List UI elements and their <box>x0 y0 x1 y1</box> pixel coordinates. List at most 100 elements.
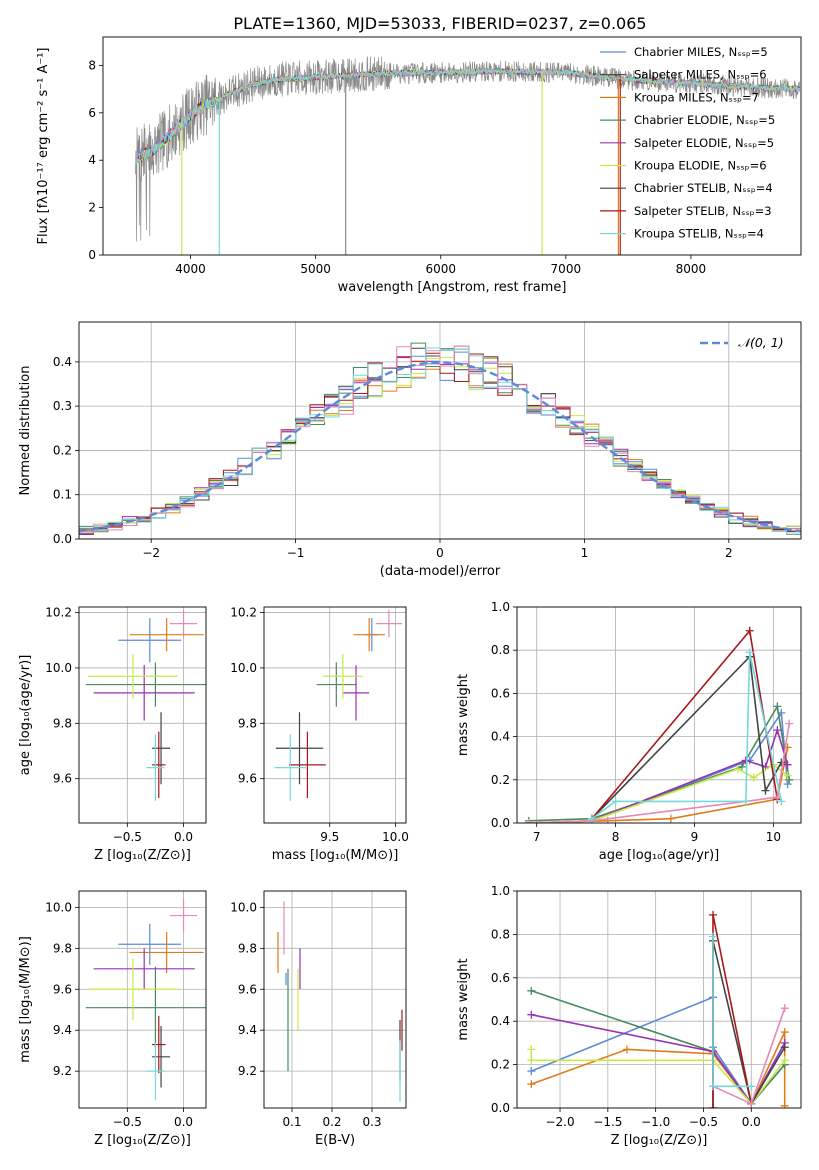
x-tick-label: −2.0 <box>545 1115 574 1129</box>
y-tick-label: 0.2 <box>491 1058 510 1072</box>
y-tick-label: 0.1 <box>53 488 72 502</box>
mass-weight-marker <box>785 775 794 784</box>
x-axis-label: Z [log₁₀(Z/Z⊙)] <box>611 1133 708 1148</box>
mass-weight-marker <box>527 1010 536 1019</box>
residuals-panel: −2 −1 0 1 2 0.0 0.1 0.2 0.3 0.4 (data-model)/error… <box>18 321 802 579</box>
axes-border <box>78 606 207 824</box>
mass-vs-reddening-panel: 0.1 0.2 0.3 9.2 9.4 9.6 9.8 10.0 E(B-V) <box>230 890 407 1148</box>
y-tick-label: 1.0 <box>491 884 510 898</box>
axes-frame: 9.5 10.0 9.6 9.8 10.0 10.2 mass [log₁₀(M/M⊙)] <box>230 606 409 863</box>
x-tick-label: 0.0 <box>174 830 193 844</box>
y-tick-label: 0.0 <box>491 816 510 830</box>
legend-entry: Kroupa ELODIE, Nₛₛₚ=6 <box>634 159 767 173</box>
model-spectrum-line <box>135 67 800 164</box>
y-tick-label: 8 <box>88 58 96 72</box>
plot-area <box>277 901 403 1102</box>
y-axis-label: Normed distribution <box>18 366 33 496</box>
plot-area <box>85 609 206 801</box>
legend-entry: 𝒩(0, 1) <box>738 335 784 350</box>
y-tick-label: 9.6 <box>238 772 257 786</box>
legend-entry: Chabrier ELODIE, Nₛₛₚ=5 <box>634 113 775 127</box>
x-tick-label: 7000 <box>551 262 582 276</box>
x-tick-label: 0.0 <box>742 1115 761 1129</box>
x-tick-label: 6000 <box>425 262 456 276</box>
y-tick-label: 9.6 <box>53 772 72 786</box>
x-tick-label: 0.3 <box>362 1115 381 1129</box>
mass-weight-marker <box>741 797 750 806</box>
x-tick-label: −0.5 <box>689 1115 718 1129</box>
y-tick-label: 0.4 <box>491 1014 510 1028</box>
mass-weight-marker <box>527 1080 536 1089</box>
mass-weight-marker <box>783 771 792 780</box>
x-tick-label: 10.0 <box>382 830 409 844</box>
x-tick-label: 10 <box>766 830 781 844</box>
y-axis-label: age [log₁₀(age/yr)] <box>18 655 33 776</box>
residual-legend: 𝒩(0, 1) <box>700 335 784 350</box>
legend-entry: Chabrier MILES, Nₛₛₚ=5 <box>634 45 768 59</box>
y-tick-label: 9.4 <box>238 1023 257 1037</box>
mass-weight-marker <box>666 814 675 823</box>
y-tick-label: 4 <box>88 153 96 167</box>
mass-weight-vs-age-panel: 7 8 9 10 0.0 0.2 0.4 0.6 0.8 1.0 age [log₁₀(age/yr… <box>456 600 802 863</box>
mass-weight-marker <box>527 1045 536 1054</box>
y-axis-label: Flux [fλ10⁻¹⁷ erg cm⁻² s⁻¹ A⁻¹] <box>36 48 51 245</box>
x-axis-label: Z [log₁₀(Z/Z⊙)] <box>94 1133 191 1148</box>
axes-frame: −2 −1 0 1 2 0.0 0.1 0.2 0.3 0.4 (data-model)/error… <box>18 321 802 579</box>
y-tick-label: 0.4 <box>53 355 72 369</box>
y-tick-label: 0.0 <box>53 532 72 546</box>
x-tick-label: 2 <box>725 546 733 560</box>
mass-weight-marker <box>777 758 786 767</box>
x-tick-label: 0.1 <box>282 1115 301 1129</box>
x-tick-label: 7 <box>533 830 541 844</box>
x-tick-label: −2 <box>142 546 160 560</box>
mass-weight-marker <box>741 756 750 765</box>
model-spectrum-line <box>135 68 801 164</box>
x-tick-label: 8 <box>612 830 620 844</box>
y-tick-label: 1.0 <box>491 600 510 614</box>
x-tick-label: −1.5 <box>593 1115 622 1129</box>
x-axis-label: E(B-V) <box>315 1133 355 1148</box>
y-tick-label: 6 <box>88 106 96 120</box>
legend-entry: Salpeter ELODIE, Nₛₛₚ=5 <box>634 136 774 150</box>
axes-border <box>78 890 207 1109</box>
y-tick-label: 0.6 <box>491 686 510 700</box>
x-tick-label: 9.5 <box>320 830 339 844</box>
legend-entry: Salpeter MILES, Nₛₛₚ=6 <box>634 68 767 82</box>
y-tick-label: 2 <box>88 201 96 215</box>
mass-weight-marker <box>780 1004 789 1013</box>
mass-vs-metallicity-panel: −0.5 0.0 9.2 9.4 9.6 9.8 10.0 Z [log₁₀(Z/Z⊙)] ma… <box>18 890 207 1148</box>
y-tick-label: 0.8 <box>491 927 510 941</box>
mass-weight-marker <box>780 1043 789 1052</box>
axes-frame: 4000 5000 6000 7000 8000 0 2 4 6 8 wavelength [Ang… <box>36 36 802 295</box>
mass-weight-marker <box>780 1056 789 1065</box>
plot-area <box>85 899 206 1100</box>
y-tick-label: 10.0 <box>230 900 257 914</box>
y-tick-label: 10.0 <box>230 661 257 675</box>
mass-weight-marker <box>524 819 533 823</box>
axes-border <box>516 606 802 824</box>
axes-frame: −0.5 0.0 9.2 9.4 9.6 9.8 10.0 Z [log₁₀(Z/Z⊙)] ma… <box>18 890 207 1148</box>
mass-weight-marker <box>709 1104 718 1108</box>
age-vs-metallicity-panel: −0.5 0.0 9.6 9.8 10.0 10.2 Z [log₁₀(Z/Z⊙)] age … <box>18 606 207 863</box>
mass-weight-marker <box>773 702 782 711</box>
y-tick-label: 10.0 <box>45 661 72 675</box>
legend-entry: Chabrier STELIB, Nₛₛₚ=4 <box>634 181 773 195</box>
mass-weight-marker <box>527 1067 536 1076</box>
x-axis-label: (data-model)/error <box>380 564 501 579</box>
y-tick-label: 10.2 <box>45 606 72 620</box>
y-tick-label: 9.2 <box>238 1064 257 1078</box>
mass-weight-marker <box>777 797 786 806</box>
spectrum-legend: Chabrier MILES, Nₛₛₚ=5 Salpeter MILES, Nₛ… <box>600 45 775 241</box>
mass-weight-marker <box>709 910 718 919</box>
axes-border <box>516 890 802 1109</box>
plot-area <box>274 609 403 801</box>
mass-weight-series-line <box>531 1013 786 1106</box>
y-tick-label: 0.2 <box>491 773 510 787</box>
y-tick-label: 9.6 <box>53 982 72 996</box>
y-axis-label: mass weight <box>456 674 471 756</box>
mass-weight-marker <box>622 1045 631 1054</box>
mass-weight-marker <box>783 780 792 789</box>
age-vs-mass-panel: 9.5 10.0 9.6 9.8 10.0 10.2 mass [log₁₀(M/M⊙)] <box>230 606 409 863</box>
x-axis-label: age [log₁₀(age/yr)] <box>599 848 720 863</box>
